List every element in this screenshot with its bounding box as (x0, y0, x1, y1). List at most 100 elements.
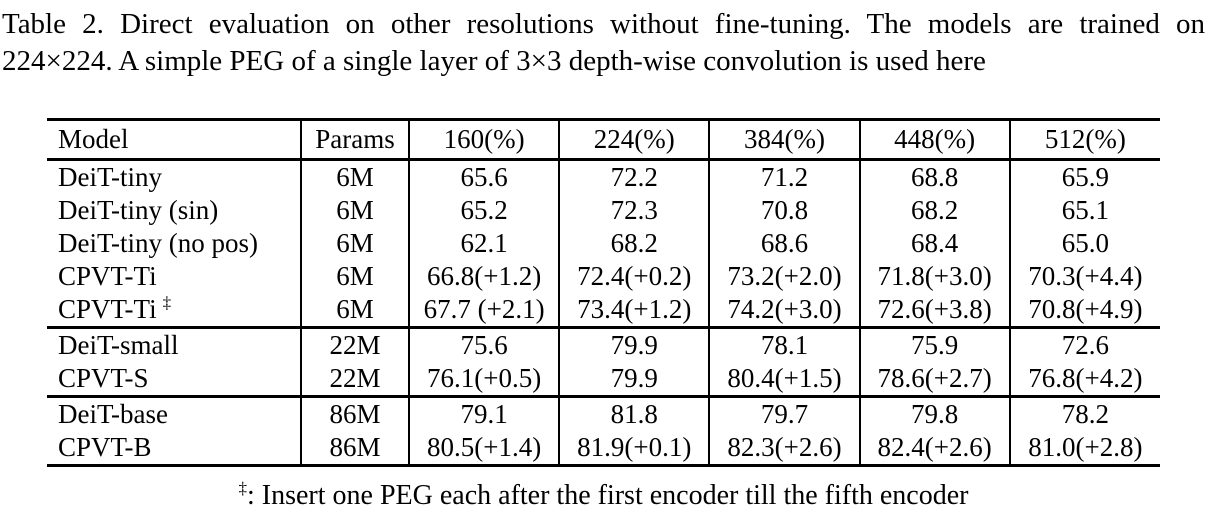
value-cell: 70.3(+4.4) (1008, 260, 1160, 293)
value-cell: 68.6 (708, 227, 860, 260)
value-cell: 79.7 (708, 395, 860, 431)
value-cell: 80.4(+1.5) (708, 362, 860, 397)
caption-line: Table 2. Direct evaluation on other reso… (2, 8, 1205, 40)
column-header: 448(%) (858, 119, 1010, 161)
table-row: CPVT-B 86M 80.5(+1.4) 81.9(+0.1) 82.3(+2.6) 8… (47, 431, 1160, 466)
value-cell: 67.7 (+2.1) (407, 293, 560, 328)
model-name: DeiT-base (58, 399, 168, 429)
column-header: 512(%) (1008, 119, 1160, 161)
value-cell: 65.2 (407, 194, 560, 227)
value-cell: 68.8 (858, 159, 1010, 194)
value-cell: 65.9 (1008, 159, 1160, 194)
value-cell: 70.8 (708, 194, 860, 227)
table-row: DeiT-tiny (no pos) 6M 62.1 68.2 68.6 68.4 65.0 (47, 227, 1160, 260)
column-header: Model (47, 119, 301, 161)
footnote-text: : Insert one PEG each after the first en… (247, 480, 969, 511)
table-row: DeiT-tiny (sin) 6M 65.2 72.3 70.8 68.2 65.1 (47, 194, 1160, 227)
value-cell: 79.8 (858, 395, 1010, 431)
value-cell: 73.4(+1.2) (558, 293, 710, 328)
model-cell: DeiT-small (47, 326, 301, 362)
results-table: Model Params 160(%) 224(%) 384(%) 448(%) 512(%… (47, 118, 1160, 467)
table-row: DeiT-tiny 6M 65.6 72.2 71.2 68.8 65.9 (47, 159, 1160, 195)
value-cell: 81.8 (558, 395, 710, 431)
table-body: DeiT-tiny 6M 65.6 72.2 71.2 68.8 65.9 DeiT-tiny… (47, 159, 1160, 466)
value-cell: 79.9 (558, 326, 710, 362)
model-cell: DeiT-tiny (47, 160, 301, 195)
model-cell: CPVT-Ti (47, 260, 301, 293)
header-row: Model Params 160(%) 224(%) 384(%) 448(%) 512(%… (47, 119, 1160, 161)
value-cell: 65.0 (1008, 227, 1160, 260)
column-header: Params (300, 119, 409, 161)
double-dagger-symbol: ‡ (238, 478, 248, 498)
value-cell: 79.1 (407, 395, 560, 431)
value-cell: 81.9(+0.1) (558, 431, 710, 466)
params-cell: 86M (300, 431, 409, 466)
params-cell: 86M (300, 395, 409, 431)
value-cell: 72.3 (558, 194, 710, 227)
value-cell: 68.4 (858, 227, 1010, 260)
model-name: DeiT-tiny (sin) (58, 195, 219, 225)
value-cell: 72.6(+3.8) (858, 293, 1010, 328)
value-cell: 81.0(+2.8) (1008, 431, 1160, 466)
model-name: DeiT-tiny (no pos) (58, 228, 258, 258)
params-cell: 6M (300, 194, 409, 227)
value-cell: 68.2 (558, 227, 710, 260)
params-cell: 6M (300, 293, 409, 328)
value-cell: 75.6 (407, 326, 560, 362)
table-header: Model Params 160(%) 224(%) 384(%) 448(%) 512(%… (47, 119, 1160, 161)
table-row: CPVT-Ti 6M 66.8(+1.2) 72.4(+0.2) 73.2(+2.0) 7… (47, 260, 1160, 293)
table-row: CPVT-Ti ‡ 6M 67.7 (+2.1) 73.4(+1.2) 74.2(+3.0… (47, 293, 1160, 328)
value-cell: 65.1 (1008, 194, 1160, 227)
model-cell: CPVT-S (47, 362, 301, 397)
model-name: DeiT-tiny (58, 162, 162, 192)
value-cell: 73.2(+2.0) (708, 260, 860, 293)
value-cell: 72.4(+0.2) (558, 260, 710, 293)
model-name: CPVT-Ti (58, 261, 157, 291)
params-cell: 22M (300, 326, 409, 362)
table-row: DeiT-base 86M 79.1 81.8 79.7 79.8 78.2 (47, 395, 1160, 431)
table-row: DeiT-small 22M 75.6 79.9 78.1 75.9 72.6 (47, 326, 1160, 362)
value-cell: 78.6(+2.7) (858, 362, 1010, 397)
double-dagger-symbol: ‡ (162, 293, 172, 312)
model-cell: DeiT-tiny (sin) (47, 194, 301, 227)
table-caption: Table 2. Direct evaluation on other reso… (0, 0, 1205, 80)
params-cell: 22M (300, 362, 409, 397)
model-cell: CPVT-B (47, 431, 301, 466)
value-cell: 72.2 (558, 159, 710, 194)
value-cell: 78.2 (1008, 395, 1160, 431)
value-cell: 65.6 (407, 159, 560, 194)
column-header: 160(%) (407, 119, 560, 161)
table-footnote: ‡: Insert one PEG each after the first e… (47, 479, 1160, 513)
value-cell: 71.2 (708, 159, 860, 194)
model-name: DeiT-small (58, 330, 179, 360)
model-cell: DeiT-base (47, 395, 301, 431)
column-header: 224(%) (558, 119, 710, 161)
model-cell: DeiT-tiny (no pos) (47, 227, 301, 260)
model-name: CPVT-B (58, 432, 152, 462)
value-cell: 82.3(+2.6) (708, 431, 860, 466)
value-cell: 74.2(+3.0) (708, 293, 860, 328)
model-cell: CPVT-Ti ‡ (47, 293, 301, 328)
value-cell: 66.8(+1.2) (407, 260, 560, 293)
value-cell: 72.6 (1008, 326, 1160, 362)
value-cell: 79.9 (558, 362, 710, 397)
value-cell: 76.8(+4.2) (1008, 362, 1160, 397)
value-cell: 71.8(+3.0) (858, 260, 1010, 293)
params-cell: 6M (300, 159, 409, 194)
value-cell: 70.8(+4.9) (1008, 293, 1160, 328)
value-cell: 82.4(+2.6) (858, 431, 1010, 466)
params-cell: 6M (300, 260, 409, 293)
value-cell: 75.9 (858, 326, 1010, 362)
model-name: CPVT-Ti (58, 294, 157, 324)
model-name: CPVT-S (58, 363, 149, 393)
table-row: CPVT-S 22M 76.1(+0.5) 79.9 80.4(+1.5) 78.6(+2… (47, 362, 1160, 397)
caption-line: 224×224. A simple PEG of a single layer … (2, 45, 986, 77)
value-cell: 68.2 (858, 194, 1010, 227)
column-header: 384(%) (708, 119, 860, 161)
value-cell: 62.1 (407, 227, 560, 260)
value-cell: 76.1(+0.5) (407, 362, 560, 397)
value-cell: 78.1 (708, 326, 860, 362)
value-cell: 80.5(+1.4) (407, 431, 560, 466)
params-cell: 6M (300, 227, 409, 260)
